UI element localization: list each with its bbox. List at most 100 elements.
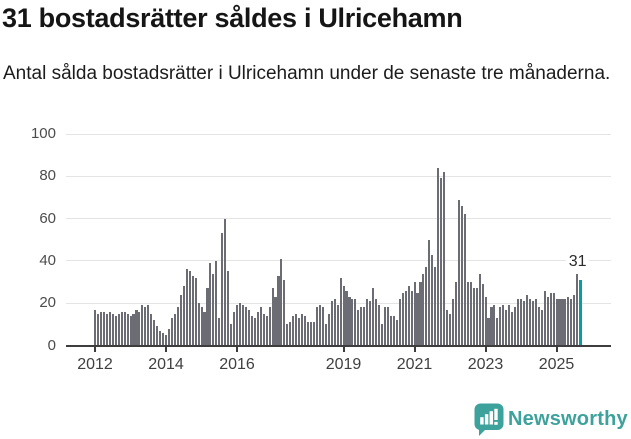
chart-bar-2012-07 [111, 313, 114, 346]
chart-bar-2015-07 [218, 318, 221, 346]
chart-bar-2024-09 [543, 290, 546, 346]
chart-bar-2021-10 [440, 178, 443, 346]
chart-bar-2012-08 [114, 315, 117, 346]
x-axis-tick-2016 [236, 345, 238, 352]
chart-bar-2023-05 [496, 318, 499, 346]
chart-bar-2012-10 [120, 311, 123, 346]
chart-bar-2021-03 [419, 282, 422, 346]
chart-bar-2020-02 [380, 324, 384, 346]
chart-bar-2023-09 [508, 305, 511, 346]
chart-bar-2016-03 [241, 305, 245, 346]
chart-bar-2024-05 [531, 301, 534, 346]
chart-bar-2025-04 [564, 298, 567, 346]
chart-bar-2020-01 [378, 305, 381, 346]
chart-bar-2023-04 [493, 305, 496, 346]
chart-bar-2025-05 [567, 296, 570, 346]
chart-bar-2019-02 [345, 290, 348, 346]
chart-bar-2013-03 [135, 309, 138, 346]
chart-bar-2013-07 [147, 305, 150, 346]
y-axis-label-40: 40 [39, 251, 56, 269]
x-axis-tick-2019 [342, 345, 345, 352]
chart-bar-2016-07 [253, 318, 256, 346]
chart-bar-2017-02 [274, 296, 277, 346]
chart-bar-2014-01 [165, 334, 168, 346]
chart-bar-2024-03 [525, 294, 529, 346]
x-axis-tick-2025 [555, 345, 558, 352]
chart-bar-2019-07 [360, 307, 363, 346]
page-title: 31 bostadsrätter såldes i Ulricehamn [2, 3, 463, 33]
chart-bar-2023-03 [490, 307, 493, 346]
chart-bar-2017-07 [289, 322, 292, 346]
chart-bar-2023-08 [505, 309, 508, 346]
chart-bar-2018-11 [336, 305, 339, 346]
chart-bar-2022-05 [460, 205, 463, 346]
chart-bar-2024-01 [520, 298, 523, 346]
chart-bar-2023-12 [517, 298, 520, 346]
chart-bar-2023-01 [484, 296, 487, 346]
chart-bar-2013-09 [153, 320, 156, 346]
chart-bar-2022-01 [449, 313, 452, 346]
chart-bar-2015-05 [212, 273, 215, 346]
chart-bar-2023-07 [502, 305, 505, 346]
x-axis-label-2019: 2019 [325, 356, 362, 373]
chart-bar-2015-02 [203, 311, 206, 346]
chart-bar-2019-08 [363, 307, 366, 346]
chart-bar-2018-06 [321, 307, 324, 346]
x-axis-tick-2012 [94, 345, 96, 352]
chart-bar-2013-02 [132, 313, 135, 346]
chart-bar-2014-04 [173, 313, 176, 346]
chart-bar-2017-08 [292, 315, 295, 346]
chart-bar-2017-01 [271, 288, 274, 346]
chart-bar-2024-11 [549, 292, 552, 346]
chart-bar-2021-04 [422, 273, 425, 346]
chart-bar-2020-05 [389, 315, 392, 346]
chart-bar-2012-01 [94, 309, 97, 346]
chart-bar-2017-05 [283, 279, 286, 346]
chart-bar-2025-01 [555, 298, 558, 346]
chart-bar-2016-06 [250, 315, 253, 346]
highlight-value-label: 31 [565, 252, 590, 271]
chart-bar-2014-06 [179, 294, 182, 346]
chart-bar-2014-12 [197, 303, 200, 346]
chart-bar-2022-06 [463, 214, 466, 346]
chart-bar-2023-02 [487, 318, 490, 346]
y-axis-label-80: 80 [39, 167, 56, 185]
brand-name: Newsworthy [508, 408, 628, 430]
chart-bar-2013-04 [138, 311, 141, 346]
chart-bar-2016-12 [268, 307, 271, 346]
chart-bar-2019-11 [372, 288, 375, 346]
chart-bar-2024-04 [528, 298, 531, 346]
brand-footer: Newsworthy [474, 403, 630, 436]
chart-bar-2019-04 [351, 298, 354, 346]
chart-bar-2013-01 [129, 315, 132, 346]
chart-bar-2024-08 [540, 309, 543, 346]
chart-bar-2020-10 [404, 290, 407, 346]
chart-bar-2020-06 [392, 315, 395, 346]
chart-bar-2014-08 [185, 269, 188, 346]
x-axis-tick-2014 [165, 345, 167, 352]
x-axis-line [66, 344, 611, 347]
newsworthy-chart-bubble-icon [474, 403, 504, 436]
chart-bar-2022-09 [472, 288, 475, 346]
chart-bar-2017-12 [304, 315, 307, 346]
chart-bar-2015-08 [221, 233, 224, 346]
chart-bar-2012-03 [99, 311, 102, 346]
chart-bar-2025-07 [573, 294, 576, 346]
chart-bar-2024-07 [537, 307, 540, 346]
chart-bar-2018-10 [333, 298, 336, 346]
chart-bar-2019-01 [342, 286, 345, 346]
gridline-80 [66, 175, 611, 177]
chart-bar-2018-03 [312, 322, 316, 346]
gridline-100 [66, 133, 611, 135]
x-axis-label-2016: 2016 [219, 356, 255, 373]
chart-bar-2015-06 [215, 260, 218, 346]
chart-bar-2025-09 [579, 279, 583, 346]
chart-bar-2024-06 [534, 298, 537, 346]
chart-bar-2012-06 [108, 311, 111, 346]
chart-bar-2013-12 [162, 332, 165, 346]
gridline-20 [66, 302, 611, 304]
chart-bar-2014-11 [194, 277, 197, 346]
x-axis-label-2025: 2025 [538, 356, 575, 373]
y-axis-label-20: 20 [39, 294, 56, 312]
